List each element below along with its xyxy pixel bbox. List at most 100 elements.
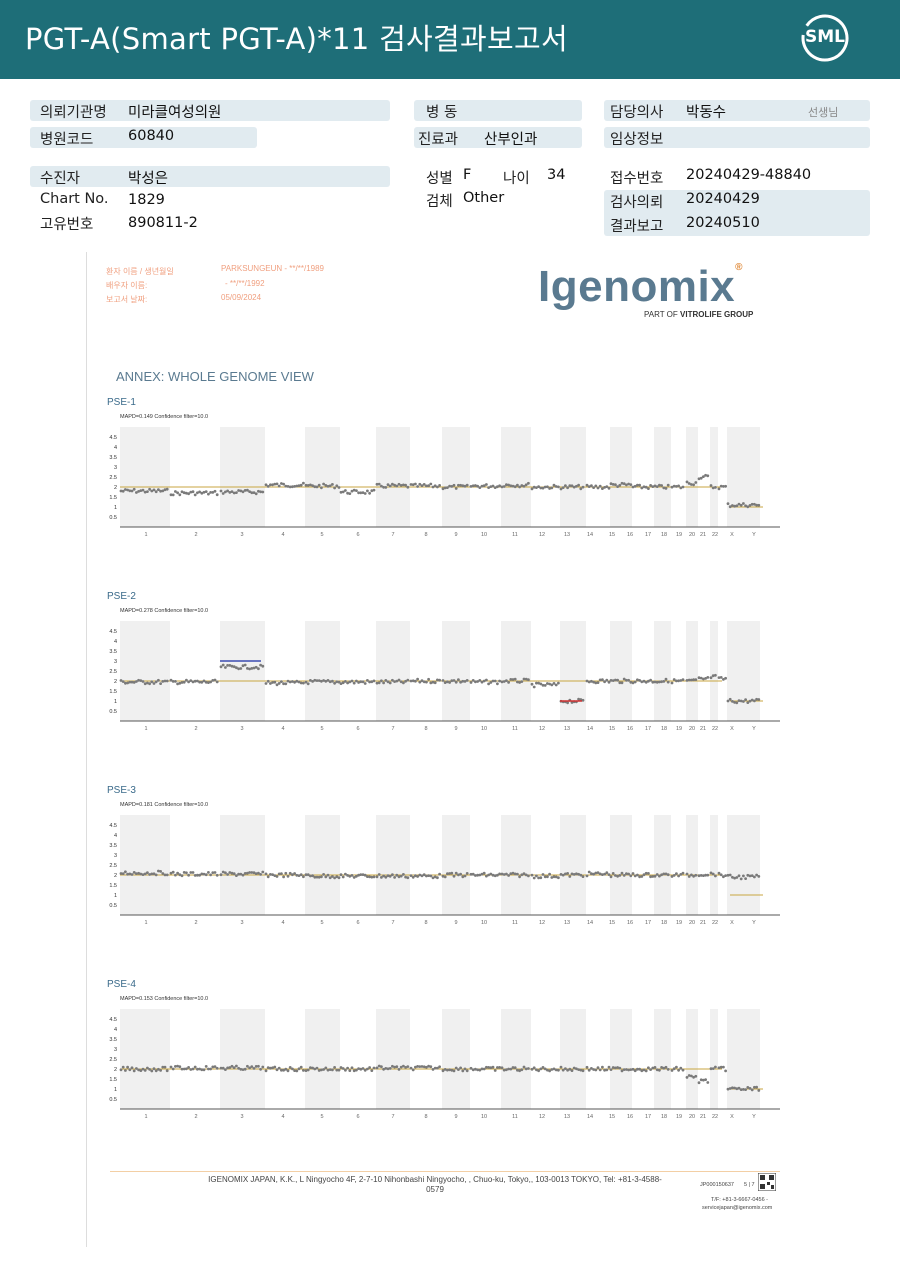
copy-number-point: [644, 680, 648, 684]
copy-number-point: [679, 679, 683, 682]
copy-number-point: [348, 680, 352, 684]
chromosome-points: [500, 481, 530, 489]
copy-number-point: [522, 1065, 526, 1069]
chromosome-band: [220, 427, 265, 527]
copy-number-point: [386, 1067, 390, 1071]
copy-number-point: [690, 1074, 693, 1078]
x-tick-label: X: [730, 1114, 734, 1120]
copy-number-point: [653, 874, 657, 878]
copy-number-point: [670, 875, 674, 878]
copy-number-point: [135, 1067, 138, 1070]
copy-number-point: [753, 699, 756, 703]
copy-number-point: [333, 681, 336, 685]
copy-number-point: [459, 680, 462, 684]
copy-number-point: [313, 485, 317, 489]
copy-number-point: [681, 1068, 685, 1072]
copy-number-point: [564, 484, 567, 487]
copy-number-point: [618, 681, 622, 685]
copy-number-point: [286, 679, 290, 683]
y-tick-label: 3.5: [109, 455, 117, 461]
copy-number-point: [139, 679, 143, 682]
copy-number-point: [317, 679, 321, 682]
copy-number-point: [339, 1066, 343, 1069]
x-tick-label: 22: [712, 532, 718, 538]
copy-number-point: [607, 486, 611, 490]
chromosome-band: [654, 621, 671, 721]
copy-number-point: [448, 681, 451, 684]
copy-number-point: [480, 680, 484, 684]
copy-number-point: [295, 1069, 299, 1073]
patient-value: 박성은: [128, 171, 169, 187]
copy-number-point: [337, 876, 341, 880]
copy-number-point: [681, 871, 685, 875]
copy-number-point: [502, 1068, 506, 1072]
copy-number-point: [154, 1069, 158, 1073]
copy-number-point: [124, 1069, 127, 1072]
y-tick-label: 2.5: [109, 1057, 117, 1063]
copy-number-point: [457, 873, 460, 877]
copy-number-point: [211, 871, 215, 874]
chromosome-band: [727, 1009, 760, 1109]
copy-number-point: [226, 873, 229, 876]
x-tick-label: X: [730, 532, 734, 538]
copy-number-point: [163, 679, 167, 683]
copy-number-point: [539, 876, 543, 880]
copy-number-point: [264, 872, 268, 876]
x-tick-label: 9: [454, 532, 457, 538]
copy-number-point: [213, 489, 217, 493]
copy-number-point: [391, 873, 394, 877]
copy-number-point: [344, 872, 347, 876]
copy-number-point: [625, 872, 628, 875]
copy-number-point: [411, 679, 415, 683]
copy-number-point: [548, 682, 551, 686]
copy-number-point: [409, 483, 413, 486]
copy-number-point: [596, 681, 600, 684]
copy-number-point: [224, 666, 227, 669]
copy-number-point: [651, 875, 655, 878]
specimen-value: Other: [463, 190, 505, 206]
x-tick-label: 15: [609, 920, 615, 926]
copy-number-point: [414, 679, 417, 683]
copy-number-point: [377, 1064, 381, 1068]
chromosome-points: [304, 873, 341, 880]
copy-number-point: [384, 486, 388, 489]
copy-number-point: [243, 1067, 247, 1071]
copy-number-point: [348, 874, 352, 878]
copy-number-point: [498, 872, 501, 876]
copy-number-point: [717, 871, 721, 875]
copy-number-point: [313, 678, 317, 682]
copy-number-point: [130, 1066, 134, 1070]
chart-subtitle: MAPD=0.181 Confidence filter=10.0: [120, 802, 209, 808]
x-tick-label: 7: [391, 532, 394, 538]
copy-number-point: [527, 678, 530, 682]
copy-number-point: [337, 680, 341, 684]
x-tick-label: 8: [424, 1114, 427, 1120]
copy-number-point: [311, 484, 314, 487]
copy-number-point: [165, 1069, 169, 1073]
chromosome-points: [685, 678, 698, 682]
dept-value: 산부인과: [484, 132, 538, 148]
x-tick-label: X: [730, 726, 734, 732]
copy-number-point: [211, 491, 215, 494]
copy-number-point: [450, 485, 454, 488]
copy-number-point: [535, 486, 538, 489]
copy-number-point: [284, 682, 288, 686]
copy-number-point: [511, 678, 515, 681]
copy-number-point: [121, 680, 125, 683]
copy-number-point: [739, 503, 743, 507]
chart-label: Chart No.: [40, 191, 109, 207]
copy-number-point: [471, 1068, 475, 1072]
copy-number-point: [601, 487, 604, 490]
copy-number-point: [121, 872, 125, 875]
copy-number-point: [704, 473, 707, 477]
x-tick-label: 12: [539, 920, 545, 926]
x-tick-label: 17: [645, 920, 651, 926]
copy-number-point: [261, 490, 265, 494]
copy-number-point: [237, 489, 241, 492]
x-tick-label: 4: [281, 532, 284, 538]
copy-number-point: [395, 1065, 399, 1069]
x-tick-label: 9: [454, 726, 457, 732]
copy-number-point: [541, 683, 545, 687]
copy-number-point: [427, 874, 430, 877]
copy-number-point: [299, 873, 303, 877]
